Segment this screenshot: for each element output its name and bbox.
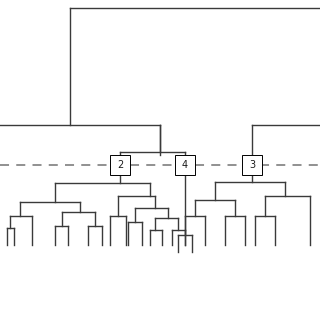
FancyBboxPatch shape bbox=[110, 155, 130, 175]
FancyBboxPatch shape bbox=[242, 155, 262, 175]
Text: 4: 4 bbox=[182, 160, 188, 170]
Text: 2: 2 bbox=[117, 160, 123, 170]
FancyBboxPatch shape bbox=[175, 155, 195, 175]
Text: 3: 3 bbox=[249, 160, 255, 170]
